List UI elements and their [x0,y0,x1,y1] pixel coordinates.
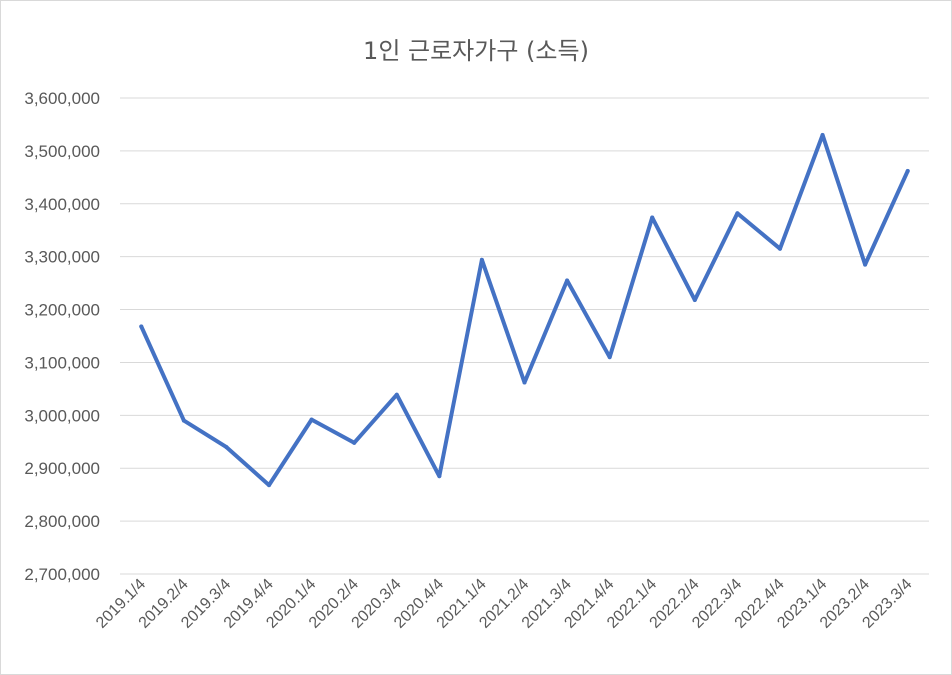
data-point [650,215,655,220]
y-tick-label: 3,200,000 [24,301,100,320]
data-point [224,445,229,450]
y-tick-label: 3,300,000 [24,248,100,267]
data-point [905,168,910,173]
data-point [394,392,399,397]
data-point [522,380,527,385]
chart-title: 1인 근로자가구 (소득) [363,37,589,65]
y-tick-label: 2,900,000 [24,459,100,478]
data-point [820,133,825,138]
data-point [777,246,782,251]
y-tick-label: 3,000,000 [24,406,100,425]
y-tick-label: 2,700,000 [24,565,100,584]
data-point [479,257,484,262]
y-tick-label: 2,800,000 [24,512,100,531]
data-point [607,355,612,360]
data-point [352,440,357,445]
data-point [309,417,314,422]
data-point [692,298,697,303]
data-point [565,278,570,283]
data-point [267,483,272,488]
y-tick-label: 3,100,000 [24,353,100,372]
data-point [139,324,144,329]
data-point [735,211,740,216]
y-tick-label: 3,600,000 [24,89,100,108]
data-point [181,418,186,423]
y-tick-label: 3,500,000 [24,142,100,161]
data-point [863,262,868,267]
y-tick-label: 3,400,000 [24,195,100,214]
data-point [437,474,442,479]
